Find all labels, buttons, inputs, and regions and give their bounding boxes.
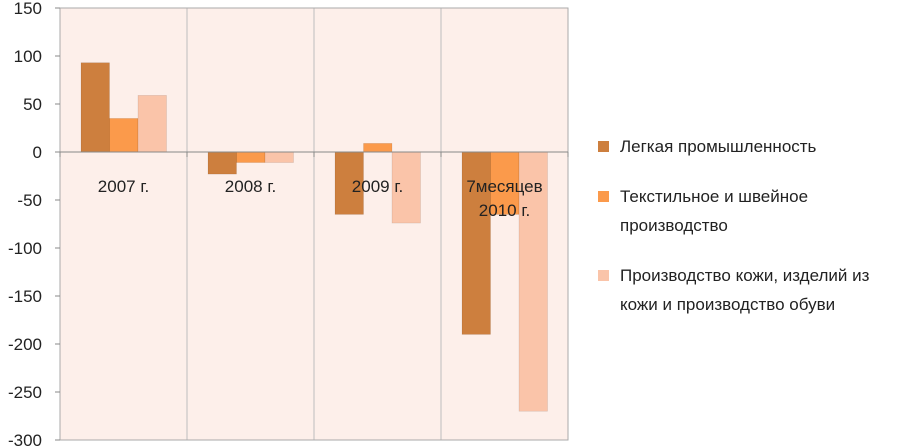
bar-s3-c1 [137, 95, 167, 153]
legend-label-leather: Производство кожи, изделий из кожи и про… [620, 266, 870, 314]
bar-s2-c1 [109, 118, 139, 153]
category-label: 7месяцев [466, 177, 542, 196]
legend-swatch-light-industry [598, 141, 609, 152]
y-tick-label: -100 [8, 239, 42, 258]
legend-item-light-industry: Легкая промышленность [598, 132, 898, 161]
y-tick-label: -200 [8, 335, 42, 354]
bar-s1-c3 [334, 151, 364, 215]
y-tick-label: 0 [33, 143, 42, 162]
bar-s2-c4 [490, 151, 520, 215]
category-label: 2008 г. [225, 177, 276, 196]
legend-item-leather: Производство кожи, изделий из кожи и про… [598, 261, 898, 319]
bar-s1-c1 [80, 62, 110, 153]
bar-s3-c2 [264, 151, 294, 163]
bar-s1-c2 [207, 151, 237, 175]
bar-s3-c3 [391, 151, 421, 224]
y-tick-label: -50 [17, 191, 42, 210]
plot-area: 150 100 50 0 -50 -100 -150 -200 -250 -300 2007 г. 2… [8, 0, 569, 446]
legend: Легкая промышленность Текстильное и швей… [598, 132, 898, 340]
legend-swatch-leather [598, 270, 609, 281]
y-tick-label: -150 [8, 287, 42, 306]
y-tick-label: 150 [14, 0, 42, 18]
bar-s2-c2 [236, 151, 266, 163]
bar-s3-c4 [518, 151, 548, 412]
legend-label-light-industry: Легкая промышленность [620, 137, 817, 156]
y-tick-label: 100 [14, 47, 42, 66]
y-tick-label: -250 [8, 383, 42, 402]
category-label: 2007 г. [98, 177, 149, 196]
y-tick-label: -300 [8, 431, 42, 446]
category-label: 2010 г. [479, 201, 530, 220]
category-label: 2009 г. [352, 177, 403, 196]
plot-border [59, 7, 569, 441]
legend-swatch-textile [598, 191, 609, 202]
legend-item-textile: Текстильное и швейное производство [598, 182, 898, 240]
y-tick-label: 50 [23, 95, 42, 114]
bar-s2-c3 [363, 143, 393, 153]
legend-label-textile: Текстильное и швейное производство [620, 187, 809, 235]
